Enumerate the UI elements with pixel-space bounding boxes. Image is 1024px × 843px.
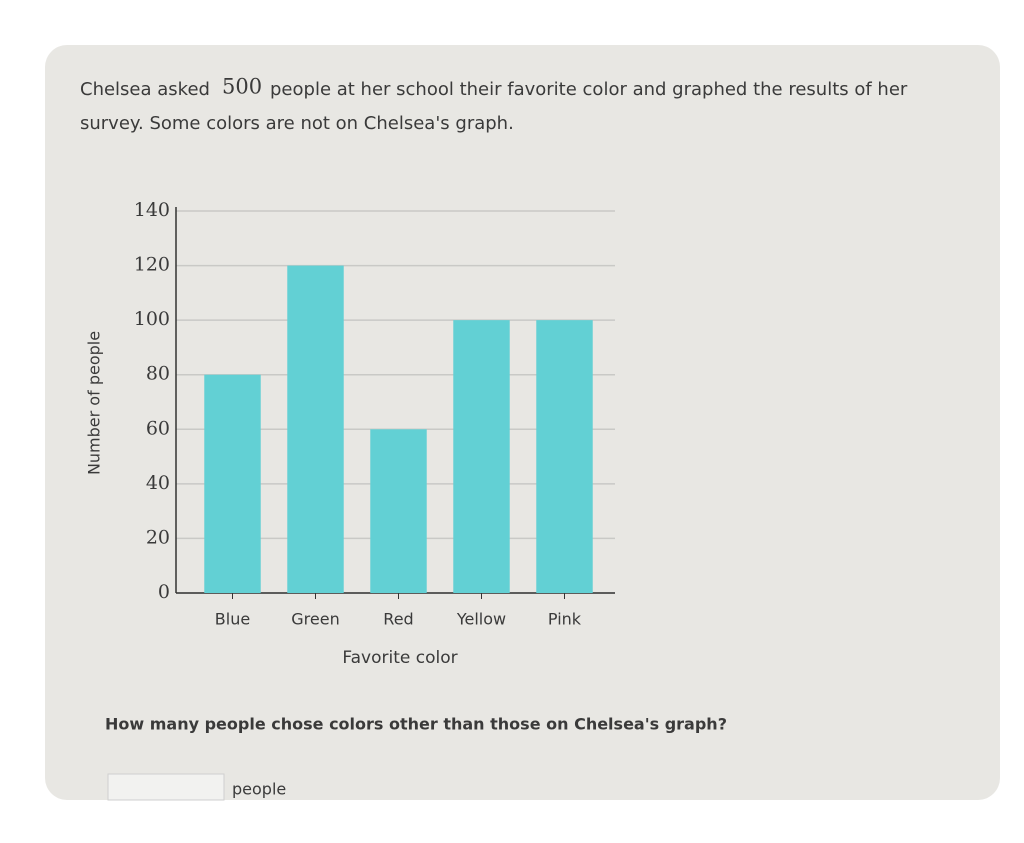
card <box>45 45 1000 800</box>
x-tick-label: Blue <box>215 610 250 629</box>
y-tick-label: 20 <box>146 526 170 548</box>
bar <box>287 265 344 593</box>
bar <box>453 320 510 593</box>
intro-line2: survey. Some colors are not on Chelsea's… <box>80 113 514 134</box>
total-people: 500 <box>222 75 262 99</box>
y-tick-label: 100 <box>134 308 170 330</box>
y-tick-label: 120 <box>134 254 170 276</box>
x-tick-label: Green <box>291 610 339 629</box>
y-tick-label: 140 <box>134 199 170 221</box>
answer-input[interactable] <box>107 773 225 801</box>
unit-label: people <box>232 780 286 799</box>
x-axis-label: Favorite color <box>342 648 457 668</box>
bar <box>370 429 427 593</box>
x-tick-label: Red <box>383 610 413 629</box>
bar <box>536 320 593 593</box>
y-tick-label: 60 <box>146 417 170 439</box>
question-prompt: How many people chose colors other than … <box>105 715 727 734</box>
x-tick-label: Pink <box>548 610 582 629</box>
bar <box>204 374 261 593</box>
y-axis-label: Number of people <box>85 331 104 475</box>
y-tick-label: 80 <box>146 363 170 385</box>
y-tick-label: 0 <box>158 581 170 603</box>
y-tick-label: 40 <box>146 472 170 494</box>
intro-end: people at her school their favorite colo… <box>270 79 908 100</box>
x-tick-label: Yellow <box>456 610 506 629</box>
intro-start: Chelsea asked <box>80 79 210 100</box>
